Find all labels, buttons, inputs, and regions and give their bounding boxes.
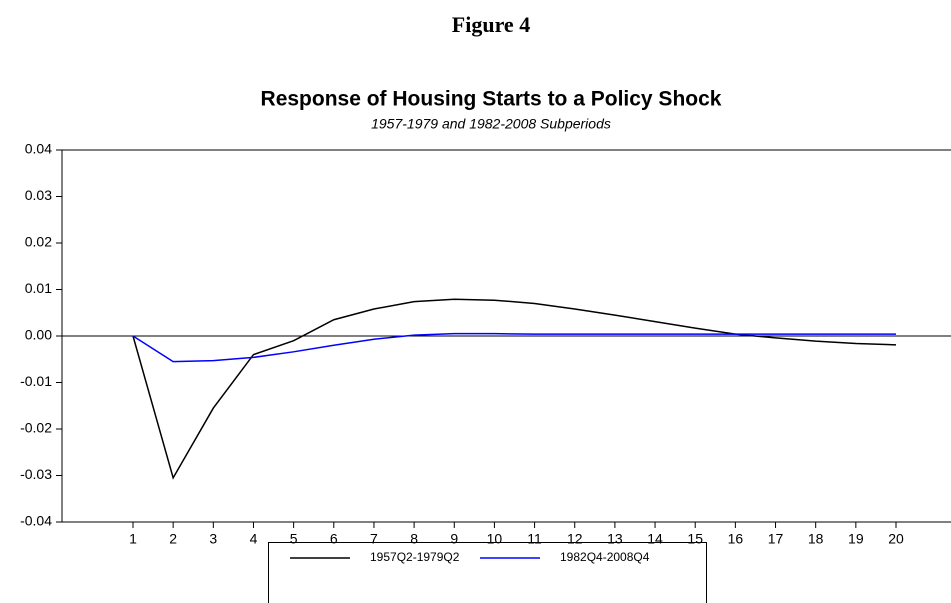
series-line bbox=[132, 332, 896, 363]
y-tick-label: 0.02 bbox=[25, 234, 52, 250]
x-tick-label: 8 bbox=[410, 531, 418, 547]
x-tick-label: 17 bbox=[768, 531, 784, 547]
series-line bbox=[132, 298, 897, 480]
y-tick-label: 0.04 bbox=[25, 141, 52, 157]
y-tick-label: -0.02 bbox=[20, 420, 52, 436]
x-tick-label: 6 bbox=[330, 531, 338, 547]
legend-box bbox=[268, 542, 707, 603]
x-tick-label: 2 bbox=[169, 531, 177, 547]
x-tick-label: 19 bbox=[848, 531, 864, 547]
y-tick-label: 0.03 bbox=[25, 187, 52, 203]
x-tick-label: 14 bbox=[647, 531, 663, 547]
y-tick-label: 0.01 bbox=[25, 280, 52, 296]
x-tick-label: 16 bbox=[728, 531, 744, 547]
x-tick-label: 4 bbox=[250, 531, 258, 547]
y-tick-label: 0.00 bbox=[25, 327, 52, 343]
legend-label: 1982Q4-2008Q4 bbox=[560, 550, 650, 564]
y-tick-label: -0.01 bbox=[20, 373, 52, 389]
legend-label: 1957Q2-1979Q2 bbox=[370, 550, 460, 564]
chart-title: Response of Housing Starts to a Policy S… bbox=[261, 88, 722, 111]
x-tick-label: 12 bbox=[567, 531, 583, 547]
x-tick-label: 13 bbox=[607, 531, 623, 547]
x-tick-label: 3 bbox=[209, 531, 217, 547]
x-tick-label: 5 bbox=[290, 531, 298, 547]
x-tick-label: 15 bbox=[687, 531, 703, 547]
x-tick-label: 1 bbox=[129, 531, 137, 547]
y-tick-label: -0.03 bbox=[20, 466, 52, 482]
chart-subtitle: 1957-1979 and 1982-2008 Subperiods bbox=[371, 116, 611, 132]
y-tick-label: -0.04 bbox=[20, 513, 52, 529]
x-tick-label: 20 bbox=[888, 531, 904, 547]
x-tick-label: 9 bbox=[450, 531, 458, 547]
x-tick-label: 18 bbox=[808, 531, 824, 547]
x-tick-label: 11 bbox=[527, 531, 542, 547]
x-tick-label: 7 bbox=[370, 531, 378, 547]
x-tick-label: 10 bbox=[487, 531, 503, 547]
figure-label: Figure 4 bbox=[452, 12, 530, 37]
